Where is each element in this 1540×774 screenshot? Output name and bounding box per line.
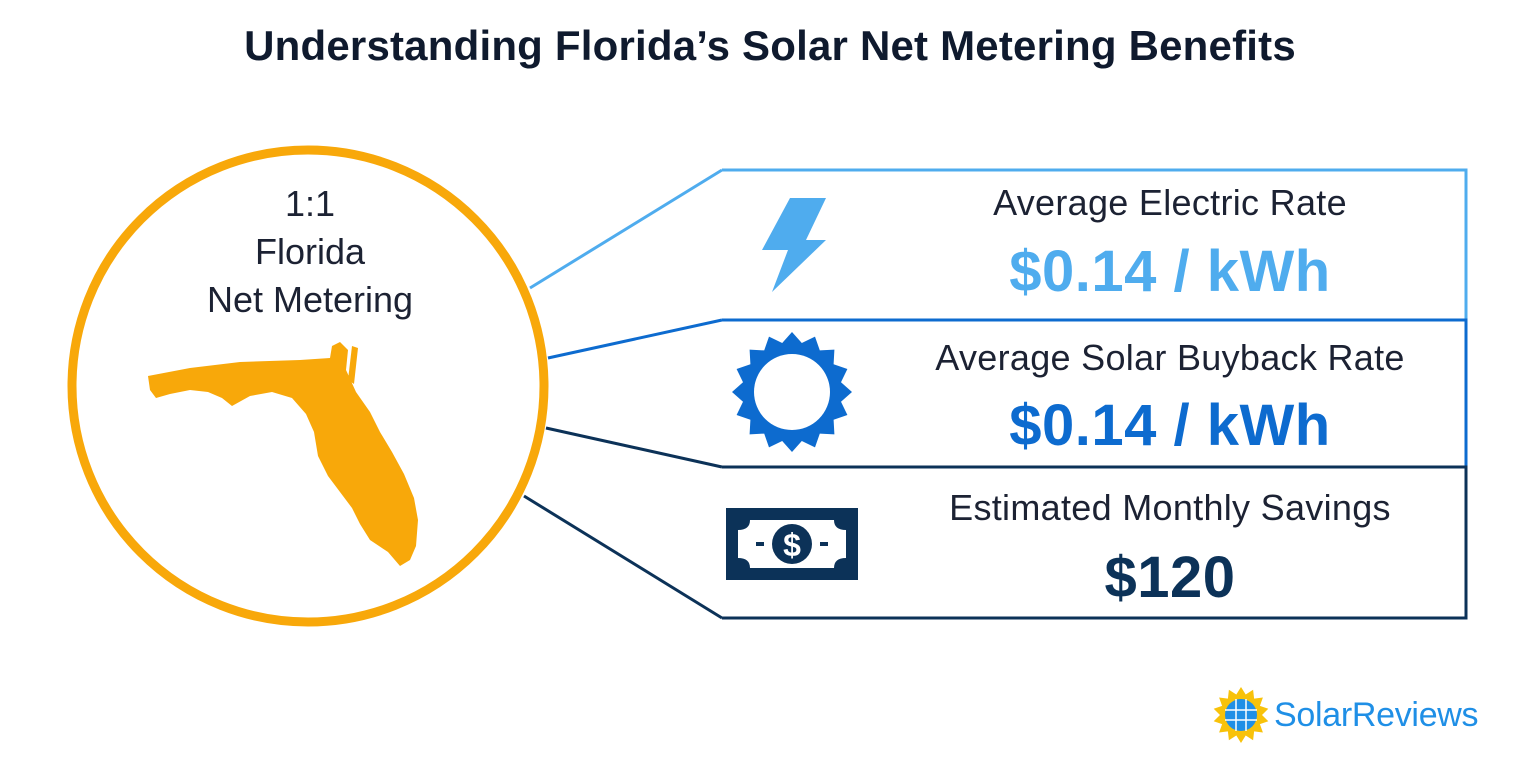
buyback-rate-label: Average Solar Buyback Rate: [935, 337, 1405, 378]
brand-logo: SolarReviews: [1212, 686, 1479, 744]
sun-icon: [732, 332, 852, 452]
connector-line-savings-top: [545, 426, 723, 469]
buyback-rate-box: [722, 318, 1468, 467]
state-name: Florida: [254, 231, 366, 272]
brand-name: SolarReviews: [1274, 695, 1479, 734]
electric-rate-label: Average Electric Rate: [993, 182, 1347, 223]
florida-state-shape: [148, 342, 418, 566]
net-metering-ratio: 1:1: [284, 183, 336, 224]
electric-rate-box: [722, 168, 1468, 320]
sun-center: [754, 354, 830, 430]
florida-keys: [348, 346, 358, 384]
connector-line-savings-bottom: [523, 494, 723, 620]
dollar-bill-icon: [726, 508, 858, 580]
lightning-bolt-icon: [762, 198, 826, 292]
electric-rate-value: $0.14 / kWh: [1009, 239, 1331, 304]
program-name: Net Metering: [206, 279, 414, 320]
solar-panel-sun-logo: [1213, 687, 1269, 743]
savings-value: $120: [1104, 545, 1236, 610]
dollar-sign-glyph: $: [783, 527, 801, 563]
connector-line-electric: [529, 168, 723, 290]
page-title: Understanding Florida’s Solar Net Meteri…: [244, 22, 1296, 69]
savings-label: Estimated Monthly Savings: [949, 487, 1391, 528]
savings-box: [722, 465, 1468, 620]
buyback-rate-value: $0.14 / kWh: [1009, 393, 1331, 458]
connector-line-buyback: [547, 318, 723, 360]
